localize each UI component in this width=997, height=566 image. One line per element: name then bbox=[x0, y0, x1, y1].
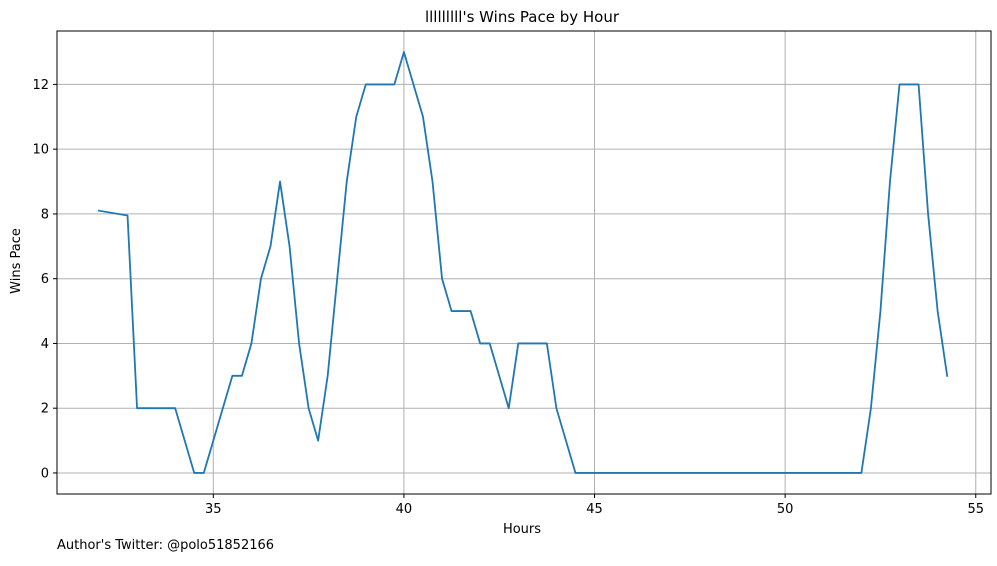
plot-area-frame bbox=[56, 30, 992, 495]
axis-ticks: 35 40 45 50 55 0 2 4 6 8 10 12 bbox=[32, 78, 984, 517]
author-note: Author's Twitter: @polo51852166 bbox=[57, 538, 275, 553]
series-line bbox=[97, 51, 949, 474]
y-tick-label: 4 bbox=[41, 337, 49, 352]
y-tick-label: 6 bbox=[41, 272, 49, 287]
x-tick-label: 50 bbox=[777, 502, 794, 517]
grid-lines bbox=[57, 31, 991, 494]
x-tick-label: 45 bbox=[586, 502, 603, 517]
y-axis-label: Wins Pace bbox=[9, 228, 24, 294]
series-layer bbox=[97, 51, 949, 474]
y-tick-label: 10 bbox=[32, 143, 49, 158]
x-tick-label: 55 bbox=[967, 502, 984, 517]
y-tick-label: 0 bbox=[41, 466, 49, 481]
y-tick-label: 2 bbox=[41, 402, 49, 417]
x-tick-label: 35 bbox=[205, 502, 222, 517]
y-tick-label: 12 bbox=[32, 78, 49, 93]
x-tick-label: 40 bbox=[396, 502, 413, 517]
chart-title: lllllllll's Wins Pace by Hour bbox=[425, 8, 620, 26]
x-axis-label: Hours bbox=[503, 522, 541, 537]
y-tick-label: 8 bbox=[41, 207, 49, 222]
